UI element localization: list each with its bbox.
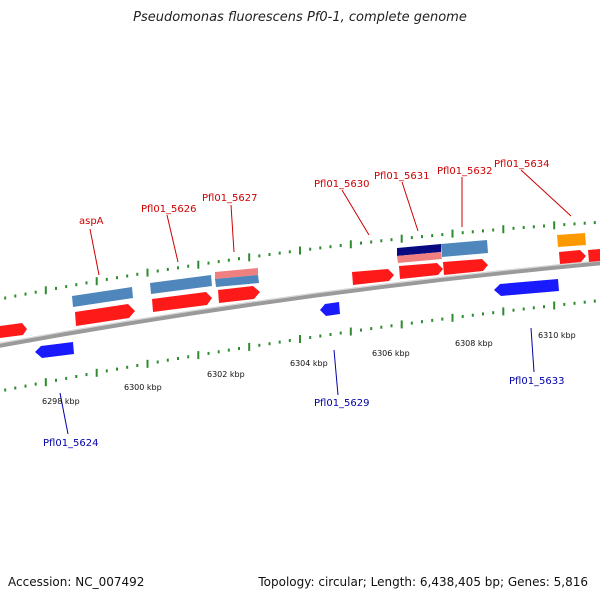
genome-backbone	[0, 260, 600, 348]
leader-pfl01-5627	[230, 204, 235, 253]
gene-label-pfl01-5631[interactable]: Pfl01_5631	[374, 171, 430, 182]
cds-block-pfl01-5631-pink[interactable]	[397, 252, 442, 263]
gene-label-pfl01-5629[interactable]: Pfl01_5629	[314, 398, 370, 409]
cds-block-aspa[interactable]	[72, 287, 133, 307]
leader-pfl01-5624	[59, 392, 69, 435]
gene-arrow-pfl01-5625-left[interactable]	[0, 323, 27, 338]
leader-pfl01-5631	[401, 181, 419, 232]
gene-label-pfl01-5630[interactable]: Pfl01_5630	[314, 179, 370, 190]
leader-pfl01-5626	[166, 214, 179, 263]
gene-label-pfl01-5633[interactable]: Pfl01_5633	[509, 376, 565, 387]
genome-backbone-highlight	[0, 260, 600, 344]
leader-pfl01-5629	[333, 349, 339, 396]
gene-label-pfl01-5624[interactable]: Pfl01_5624	[43, 438, 99, 449]
leader-aspa	[89, 228, 100, 276]
cds-block-pfl01-5627-top[interactable]	[215, 268, 258, 279]
forward-genes	[0, 249, 600, 338]
leader-pfl01-5633	[530, 327, 535, 373]
leader-pfl01-5634	[520, 169, 572, 217]
leader-pfl01-5630	[341, 189, 370, 236]
gene-arrow-pfl01-5630[interactable]	[352, 269, 394, 285]
reverse-genes	[35, 279, 559, 358]
scale-label-6298: 6298 kbp	[42, 397, 80, 406]
gene-label-pfl01-5627[interactable]: Pfl01_5627	[202, 193, 258, 204]
accession-label: Accession: NC_007492	[8, 575, 145, 589]
reverse-gene-labels: Pfl01_5624 Pfl01_5629 Pfl01_5633	[43, 376, 565, 449]
cds-block-pfl01-5627-bottom[interactable]	[215, 275, 259, 287]
scale-label-6300: 6300 kbp	[124, 383, 162, 392]
cds-block-pfl01-5632[interactable]	[441, 240, 488, 257]
genome-summary: Topology: circular; Length: 6,438,405 bp…	[258, 575, 588, 589]
gene-label-pfl01-5632[interactable]: Pfl01_5632	[437, 166, 493, 177]
scale-labels: 6298 kbp 6300 kbp 6302 kbp 6304 kbp 6306…	[42, 331, 576, 406]
cds-block-pfl01-5634[interactable]	[557, 233, 586, 247]
gene-arrow-pfl01-5631[interactable]	[399, 263, 443, 279]
gene-label-pfl01-5634[interactable]: Pfl01_5634	[494, 159, 550, 170]
gene-arrow-pfl01-5632[interactable]	[443, 259, 488, 275]
gene-arrow-pfl01-5624[interactable]	[35, 342, 74, 358]
gene-arrow-pfl01-5634[interactable]	[559, 250, 586, 264]
scale-label-6302: 6302 kbp	[207, 370, 245, 379]
gene-arrow-pfl01-5629[interactable]	[320, 302, 340, 316]
map-title: Pseudomonas fluorescens Pf0-1, complete …	[133, 10, 467, 25]
cds-block-pfl01-5626[interactable]	[150, 275, 212, 294]
gene-label-pfl01-5626[interactable]: Pfl01_5626	[141, 204, 197, 215]
outer-tick-row	[4, 221, 596, 300]
gene-arrow-aspa[interactable]	[75, 304, 135, 326]
inner-tick-row	[4, 299, 596, 392]
forward-gene-labels: aspA Pfl01_5626 Pfl01_5627 Pfl01_5630 Pf…	[79, 159, 550, 227]
cds-features	[72, 233, 586, 307]
gene-arrow-pfl01-5626[interactable]	[152, 292, 212, 312]
scale-label-6306: 6306 kbp	[372, 349, 410, 358]
gene-label-aspa[interactable]: aspA	[79, 216, 104, 227]
scale-label-6304: 6304 kbp	[290, 359, 328, 368]
gene-arrow-pfl01-5627[interactable]	[218, 286, 260, 303]
scale-label-6310: 6310 kbp	[538, 331, 576, 340]
gene-arrow-pfl01-5633[interactable]	[494, 279, 559, 296]
gene-arrow-pfl01-5635[interactable]	[588, 249, 600, 262]
scale-label-6308: 6308 kbp	[455, 339, 493, 348]
label-leaders	[59, 169, 572, 435]
